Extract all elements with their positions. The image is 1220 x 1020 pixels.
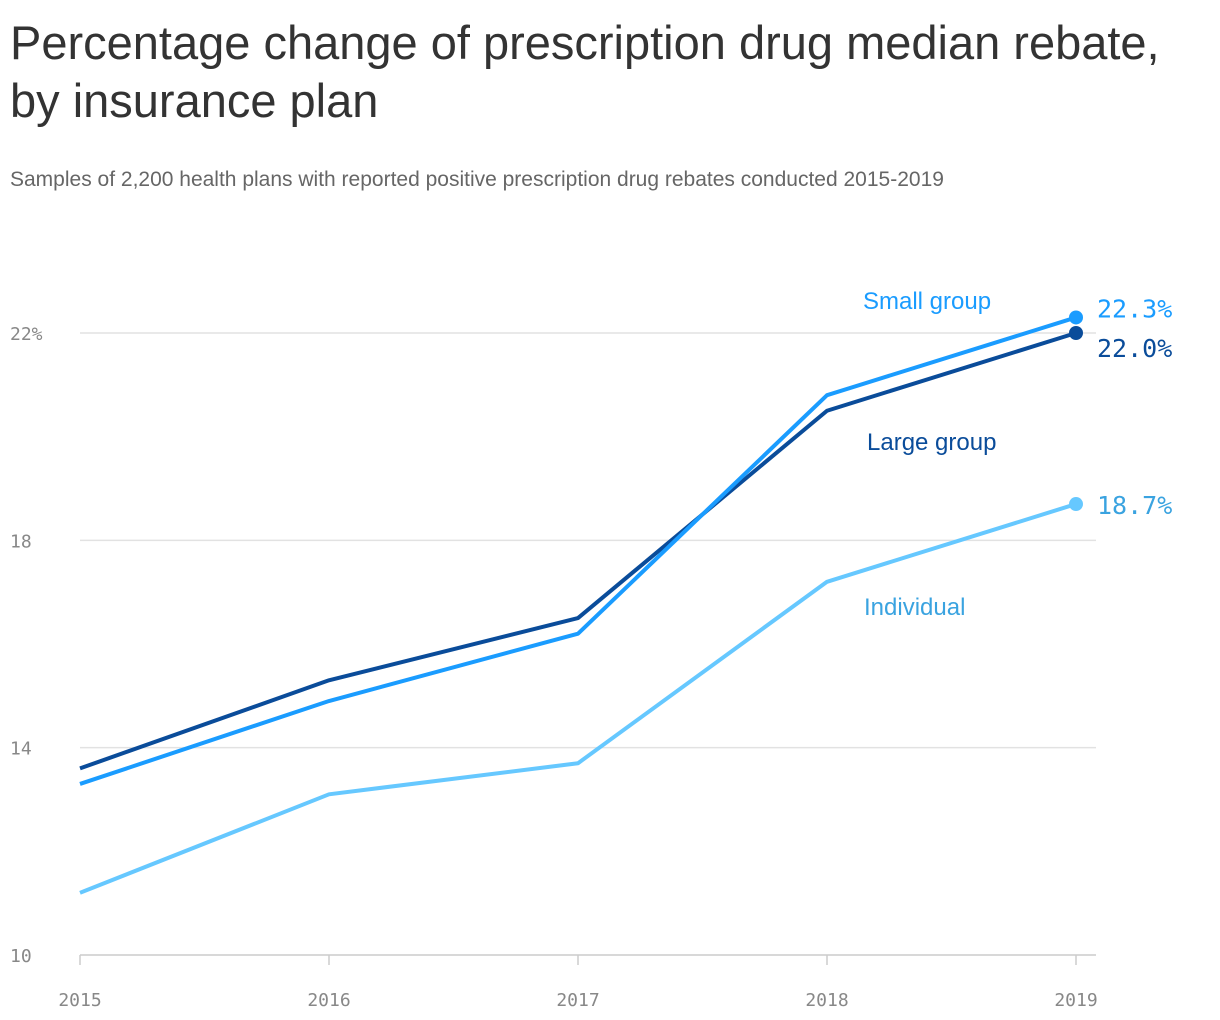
end-value-label: 22.0% xyxy=(1097,334,1172,363)
chart-subtitle: Samples of 2,200 health plans with repor… xyxy=(10,168,944,191)
series-label: Individual xyxy=(864,594,965,621)
x-tick-label: 2017 xyxy=(556,990,599,1011)
end-value-label: 18.7% xyxy=(1097,491,1172,520)
chart-title: Percentage change of prescription drug m… xyxy=(10,16,1160,127)
end-point xyxy=(1069,497,1083,512)
series-label: Small group xyxy=(863,288,991,315)
series-line xyxy=(79,502,1077,895)
series-line xyxy=(79,331,1077,771)
y-tick-label: 18 xyxy=(10,531,32,552)
y-tick-label: 14 xyxy=(10,739,32,760)
x-tick-label: 2015 xyxy=(58,990,101,1011)
y-tick-label: 10 xyxy=(10,946,32,967)
y-tick-label: 22% xyxy=(10,324,43,345)
x-tick-label: 2019 xyxy=(1054,990,1097,1011)
end-point xyxy=(1069,310,1083,325)
end-value-label: 22.3% xyxy=(1097,294,1172,323)
end-point xyxy=(1069,326,1083,340)
x-tick-label: 2018 xyxy=(805,990,848,1011)
series-label: Large group xyxy=(867,429,996,456)
series-line xyxy=(79,315,1077,786)
x-tick-label: 2016 xyxy=(307,990,350,1011)
